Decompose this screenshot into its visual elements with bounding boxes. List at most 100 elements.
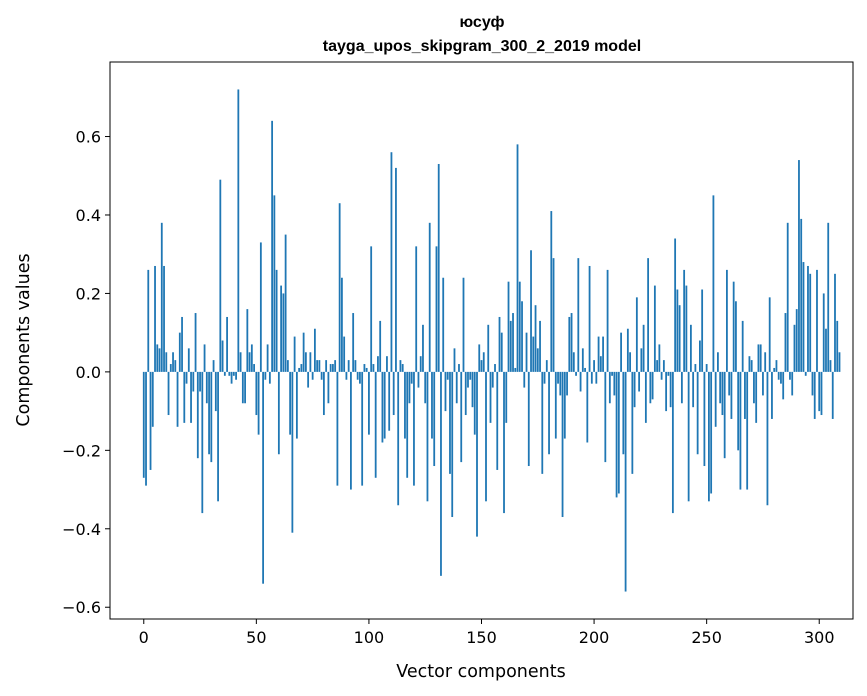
bar-component-172	[530, 250, 532, 372]
bar-component-139	[455, 371, 458, 404]
bar-component-141	[460, 371, 463, 463]
bar-component-94	[354, 360, 357, 372]
bar-component-86	[336, 371, 339, 486]
bar-component-54	[264, 371, 267, 380]
y-axis-label: Components values	[14, 253, 34, 426]
bar-component-248	[701, 289, 704, 372]
bar-component-244	[692, 371, 695, 408]
bar-component-267	[744, 371, 746, 419]
bar-component-78	[318, 360, 321, 372]
bar-component-67	[293, 336, 296, 372]
bar-component-140	[458, 364, 460, 372]
bar-component-302	[822, 293, 825, 372]
bar-component-68	[295, 371, 298, 439]
bar-component-114	[399, 360, 402, 372]
bar-component-98	[363, 364, 366, 372]
bar-component-88	[341, 277, 343, 372]
chart-title-line-2: tayga_upos_skipgram_300_2_2019 model	[323, 38, 641, 55]
bar-component-53	[262, 371, 264, 584]
bar-component-19	[185, 371, 188, 384]
bar-component-181	[550, 211, 553, 372]
bar-component-274	[759, 344, 762, 372]
bar-component-166	[516, 144, 519, 372]
bar-component-10	[165, 352, 168, 372]
bar-component-271	[753, 371, 755, 404]
bar-component-27	[203, 344, 206, 372]
bar-component-254	[714, 371, 717, 427]
bar-component-82	[327, 371, 330, 404]
x-tick-label: 150	[466, 628, 497, 647]
bar-component-129	[433, 371, 436, 467]
bar-component-149	[478, 344, 481, 372]
bar-component-295	[807, 265, 809, 372]
bar-component-190	[570, 313, 573, 372]
bar-component-169	[523, 371, 526, 388]
bar-component-297	[811, 371, 814, 396]
bar-component-124	[422, 324, 424, 372]
bar-component-292	[800, 218, 803, 372]
bar-component-283	[780, 371, 782, 384]
bar-component-6	[156, 344, 159, 372]
bar-component-148	[476, 371, 478, 537]
bar-component-120	[413, 371, 415, 486]
bar-component-35	[221, 340, 224, 372]
bar-component-177	[541, 371, 544, 474]
bar-component-58	[273, 195, 276, 372]
bar-component-127	[428, 222, 431, 372]
bar-component-300	[818, 371, 821, 412]
bar-component-265	[739, 371, 742, 490]
bar-component-150	[480, 360, 483, 372]
bar-component-45	[244, 371, 246, 404]
bar-component-239	[680, 371, 683, 404]
bar-component-66	[291, 371, 294, 533]
bar-component-228	[656, 360, 659, 372]
bar-component-4	[151, 371, 154, 427]
bar-component-87	[338, 203, 341, 372]
bar-component-262	[732, 281, 735, 372]
bar-component-231	[662, 360, 665, 372]
bar-component-151	[482, 352, 485, 372]
bar-component-241	[685, 285, 688, 372]
bar-component-246	[696, 371, 699, 455]
bar-component-193	[577, 258, 580, 372]
bar-component-156	[494, 364, 496, 372]
bar-component-174	[534, 305, 537, 372]
bar-component-251	[708, 371, 710, 502]
bar-component-161	[505, 371, 508, 423]
bar-component-170	[525, 332, 528, 372]
bar-component-106	[381, 371, 384, 443]
x-tick-label: 100	[354, 628, 385, 647]
bar-component-57	[271, 120, 274, 372]
bar-component-252	[710, 371, 713, 494]
bar-component-31	[212, 360, 215, 372]
bar-component-243	[689, 324, 692, 372]
bar-component-42	[237, 89, 240, 372]
bar-component-257	[721, 371, 724, 416]
bar-component-50	[255, 371, 258, 416]
y-tick-label: 0.0	[76, 363, 101, 382]
bar-component-137	[451, 371, 454, 518]
x-axis: 0 50 100 150 200 250 300	[139, 619, 835, 647]
bar-component-253	[712, 195, 715, 372]
bar-component-26	[201, 371, 204, 514]
bar-component-235	[671, 371, 674, 514]
bar-component-130	[435, 246, 438, 372]
bar-component-229	[658, 344, 661, 372]
y-tick-label: 0.4	[76, 206, 101, 225]
bar-component-44	[241, 371, 244, 404]
bar-component-62	[282, 293, 285, 372]
bar-component-173	[532, 336, 535, 372]
bar-component-8	[160, 222, 163, 372]
bar-component-9	[163, 265, 165, 372]
bar-component-275	[762, 371, 764, 396]
bar-component-109	[388, 371, 391, 431]
bar-component-126	[426, 371, 429, 502]
bar-component-209	[613, 371, 616, 396]
bar-series	[142, 89, 841, 592]
bar-component-167	[518, 281, 521, 372]
bar-component-84	[332, 364, 334, 372]
bar-component-215	[626, 328, 629, 372]
bar-component-250	[705, 364, 708, 372]
bar-component-1	[145, 371, 147, 486]
bar-component-210	[615, 371, 618, 498]
